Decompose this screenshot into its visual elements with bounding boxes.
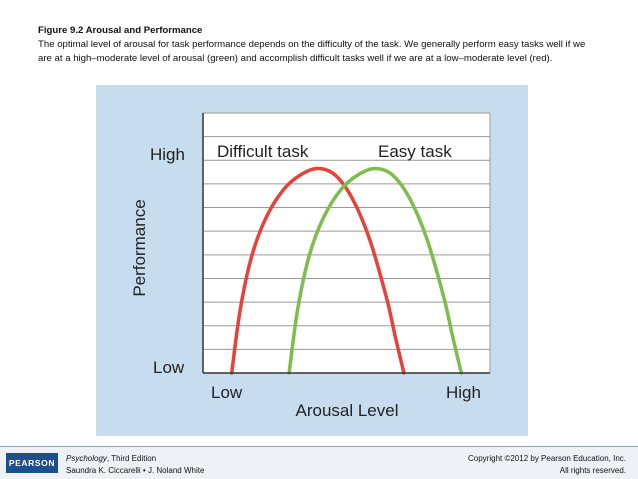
series-line-difficult-task <box>229 166 406 375</box>
y-tick-label-high: High <box>150 145 185 164</box>
x-tick-label-low: Low <box>211 383 243 402</box>
x-tick-label-high: High <box>446 383 481 402</box>
figure-caption: Figure 9.2 Arousal and Performance The o… <box>38 24 598 66</box>
figure-description: The optimal level of arousal for task pe… <box>38 39 586 64</box>
copyright-line: Copyright ©2012 by Pearson Education, In… <box>468 454 626 463</box>
figure-title: Figure 9.2 Arousal and Performance <box>38 25 203 36</box>
plot-area <box>203 113 490 373</box>
footer-divider <box>0 446 638 447</box>
series-layer <box>229 166 464 375</box>
book-edition: , Third Edition <box>106 454 157 463</box>
book-title: Psychology <box>66 454 107 463</box>
y-tick-label-low: Low <box>153 358 185 377</box>
copyright-notice: Copyright ©2012 by Pearson Education, In… <box>468 453 626 477</box>
series-label-easy-task: Easy task <box>378 142 452 161</box>
y-axis-label: Performance <box>130 199 149 296</box>
footer <box>0 447 638 479</box>
book-credit: Psychology, Third Edition Saundra K. Cic… <box>66 453 204 477</box>
series-line-easy-task <box>287 166 464 375</box>
rights-line: All rights reserved. <box>559 466 626 475</box>
x-axis-label: Arousal Level <box>295 401 398 420</box>
series-label-difficult-task: Difficult task <box>217 142 309 161</box>
publisher-logo: PEARSON <box>6 453 58 473</box>
book-authors: Saundra K. Ciccarelli • J. Noland White <box>66 466 205 475</box>
